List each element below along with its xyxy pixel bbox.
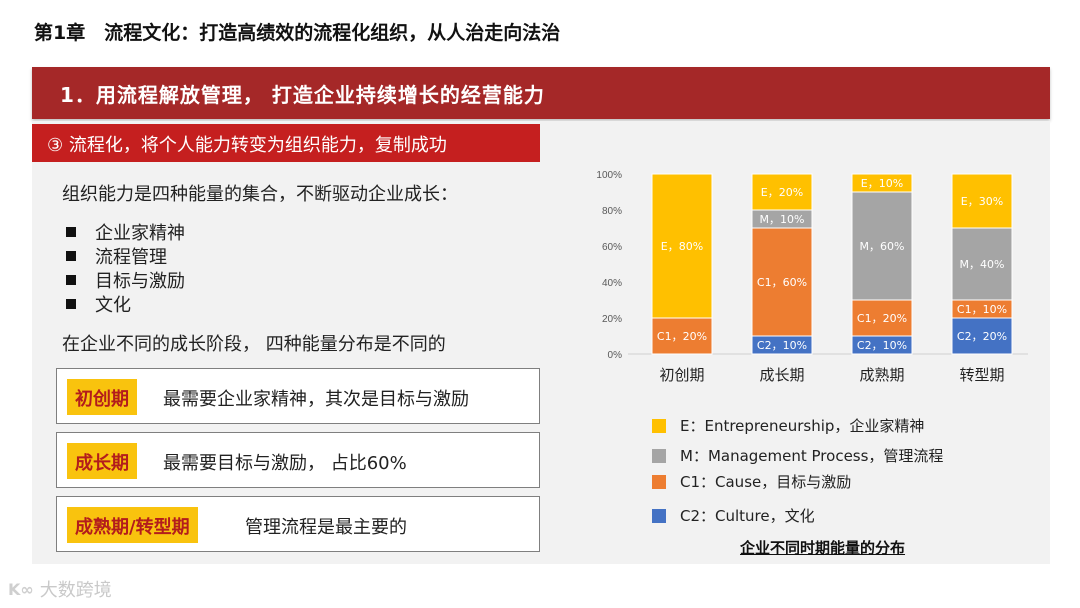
list-item: 企业家精神 <box>66 220 185 244</box>
bar-segment-e <box>751 173 813 211</box>
data-label: E，80% <box>661 240 703 253</box>
section-title: 1．用流程解放管理， 打造企业持续增长的经营能力 <box>60 83 545 107</box>
stage-tag: 初创期 <box>67 379 137 415</box>
legend-item-c2: C2：Culture，文化 <box>652 505 815 526</box>
legend-label: E：Entrepreneurship，企业家精神 <box>680 417 925 435</box>
subsection-banner: ③ 流程化，将个人能力转变为组织能力，复制成功 <box>32 124 540 162</box>
energy-list: 企业家精神 流程管理 目标与激励 文化 <box>66 220 185 316</box>
x-tick-label: 成熟期 <box>859 366 904 384</box>
list-item: 流程管理 <box>66 244 185 268</box>
bar-segment-c1 <box>851 299 913 337</box>
stage-box-mature: 成熟期/转型期 管理流程是最主要的 <box>56 496 540 552</box>
list-item-label: 目标与激励 <box>95 271 185 292</box>
brand-logo-icon: K∞ <box>8 579 34 599</box>
data-label: C1，60% <box>757 276 807 289</box>
y-tick-label: 20% <box>602 314 622 325</box>
stage-note: 在企业不同的成长阶段， 四种能量分布是不同的 <box>62 334 446 355</box>
y-tick-label: 60% <box>602 242 622 253</box>
list-item: 目标与激励 <box>66 268 185 292</box>
stage-description: 最需要目标与激励， 占比60% <box>163 453 407 474</box>
x-tick-label: 初创期 <box>659 366 704 384</box>
bar-segment-c1 <box>651 317 713 355</box>
x-tick-label: 成长期 <box>759 366 804 384</box>
legend-label: M：Management Process，管理流程 <box>680 447 944 465</box>
subsection-title: ③ 流程化，将个人能力转变为组织能力，复制成功 <box>47 135 447 156</box>
legend-item-e: E：Entrepreneurship，企业家精神 <box>652 415 924 436</box>
legend-item-m: M：Management Process，管理流程 <box>652 445 943 466</box>
bar-segment-c1 <box>751 227 813 337</box>
stage-description: 管理流程是最主要的 <box>245 517 407 538</box>
data-label: E，10% <box>861 177 903 190</box>
y-tick-label: 80% <box>602 206 622 217</box>
list-item-label: 企业家精神 <box>95 223 185 244</box>
square-bullet-icon <box>66 227 76 237</box>
data-label: E，20% <box>761 186 803 199</box>
list-item-label: 流程管理 <box>95 247 167 268</box>
data-label: M，40% <box>960 258 1005 271</box>
legend-label: C1：Cause，目标与激励 <box>680 473 852 491</box>
legend-item-c1: C1：Cause，目标与激励 <box>652 471 851 492</box>
data-label: M，60% <box>860 240 905 253</box>
data-label: C1，10% <box>957 303 1007 316</box>
bar-segment-m <box>951 227 1013 301</box>
data-label: M，10% <box>760 213 805 226</box>
watermark: K∞ 大数跨境 <box>8 576 112 602</box>
stage-description: 最需要企业家精神，其次是目标与激励 <box>163 389 469 410</box>
legend-swatch <box>652 448 666 463</box>
section-banner: 1．用流程解放管理， 打造企业持续增长的经营能力 <box>32 67 1050 119</box>
square-bullet-icon <box>66 251 76 261</box>
data-label: C1，20% <box>857 312 907 325</box>
legend-swatch <box>652 474 666 489</box>
intro-text: 组织能力是四种能量的集合，不断驱动企业成长： <box>62 184 458 205</box>
stage-box-growth: 成长期 最需要目标与激励， 占比60% <box>56 432 540 488</box>
chart-caption: 企业不同时期能量的分布 <box>740 539 906 557</box>
x-tick-label: 转型期 <box>959 366 1004 384</box>
bar-segment-e <box>851 173 913 193</box>
bar-segment-e <box>951 173 1013 229</box>
bar-segment-m <box>851 191 913 301</box>
square-bullet-icon <box>66 299 76 309</box>
list-item-label: 文化 <box>95 295 131 316</box>
data-label: C1，20% <box>657 330 707 343</box>
y-tick-label: 100% <box>596 170 622 181</box>
legend-label: C2：Culture，文化 <box>680 507 815 525</box>
y-tick-label: 0% <box>608 350 623 361</box>
bar-segment-e <box>651 173 713 319</box>
legend-swatch <box>652 508 666 523</box>
chapter-title: 第1章 流程文化：打造高绩效的流程化组织，从人治走向法治 <box>34 22 561 44</box>
watermark-text: 大数跨境 <box>39 580 112 601</box>
legend-swatch <box>652 418 666 433</box>
data-label: C2，20% <box>957 330 1007 343</box>
stage-tag: 成长期 <box>67 443 137 479</box>
y-tick-label: 40% <box>602 278 622 289</box>
stage-box-startup: 初创期 最需要企业家精神，其次是目标与激励 <box>56 368 540 424</box>
list-item: 文化 <box>66 292 185 316</box>
energy-distribution-chart: 0% 20% 40% 60% 80% 100% C1，20% E，80% 初创期 C2，10% C1… <box>596 170 1028 384</box>
data-label: E，30% <box>961 195 1003 208</box>
data-label: C2，10% <box>857 339 907 352</box>
stage-tag: 成熟期/转型期 <box>67 507 198 543</box>
square-bullet-icon <box>66 275 76 285</box>
data-label: C2，10% <box>757 339 807 352</box>
